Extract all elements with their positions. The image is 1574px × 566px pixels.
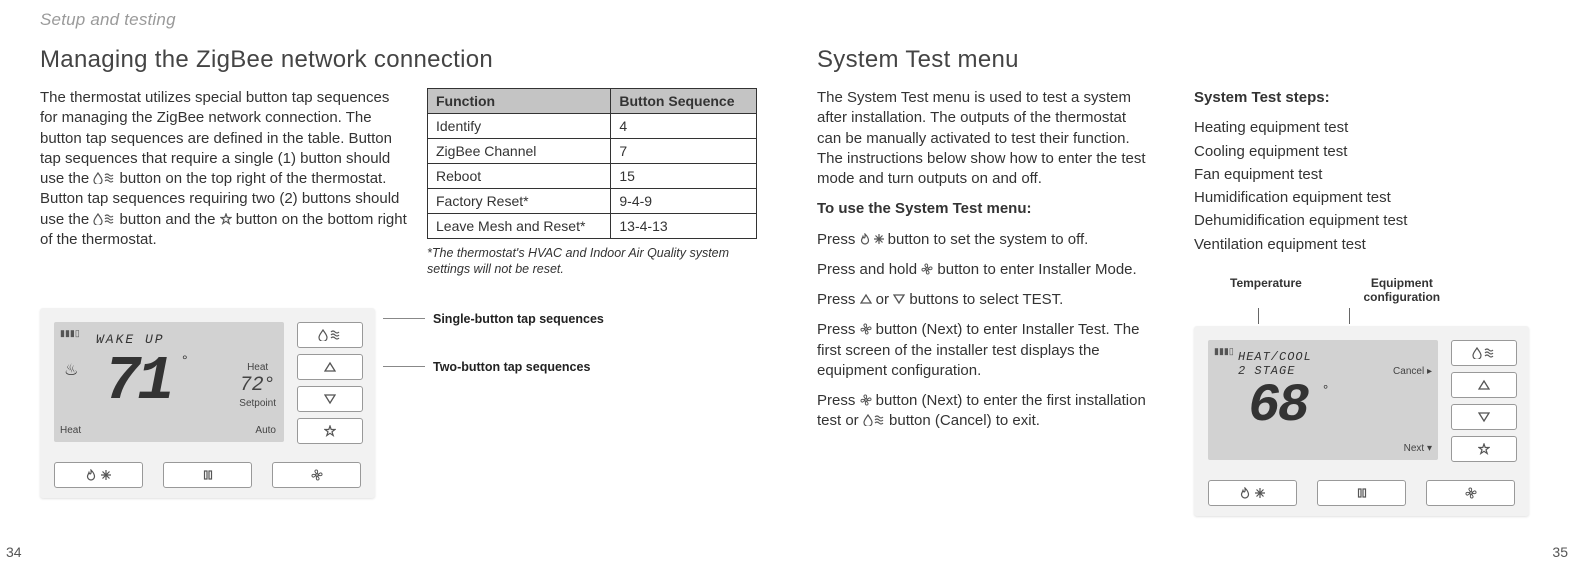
callout-single: Single-button tap sequences [433, 312, 604, 326]
drop-humid-button[interactable] [1451, 340, 1517, 366]
signal-icon: ▮▮▮▯ [60, 328, 80, 339]
use-heading: To use the System Test menu: [817, 199, 1154, 219]
flame-snow-icon [860, 233, 884, 245]
table-footnote: *The thermostat's HVAC and Indoor Air Qu… [427, 245, 757, 278]
anno-temperature: Temperature [1230, 276, 1302, 304]
star-button[interactable] [1451, 436, 1517, 462]
screen-mode-text: HEAT/COOL [1238, 350, 1312, 364]
up-button[interactable] [297, 354, 363, 380]
page-number-left: 34 [6, 544, 22, 560]
auto-label: Auto [255, 425, 276, 436]
triangle-up-icon [860, 293, 872, 305]
signal-icon: ▮▮▮▯ [1214, 346, 1234, 357]
table-row: Leave Mesh and Reset*13-4-13 [428, 214, 757, 239]
degree-icon: ° [182, 352, 188, 368]
flame-icon: ♨ [64, 360, 78, 380]
system-intro: The System Test menu is used to test a s… [817, 88, 1154, 189]
step-4: Press button (Next) to enter Installer T… [817, 320, 1154, 381]
step-5: Press button (Next) to enter the first i… [817, 391, 1154, 432]
step-2: Press and hold button to enter Installer… [817, 260, 1154, 280]
next-label: Next ▾ [1404, 443, 1432, 454]
flame-snow-button[interactable] [1208, 480, 1297, 506]
zigbee-section: Managing the ZigBee network connection T… [40, 46, 757, 516]
list-item: Cooling equipment test [1194, 142, 1534, 162]
zigbee-body: The thermostat utilizes special button t… [40, 88, 409, 250]
anno-equipment: Equipment configuration [1352, 276, 1452, 304]
list-item: Humidification equipment test [1194, 188, 1534, 208]
fan-icon [921, 263, 933, 275]
fan-button[interactable] [272, 462, 361, 488]
breadcrumb: Setup and testing [40, 10, 1534, 30]
drop-humid-icon [93, 172, 115, 184]
list-item: Heating equipment test [1194, 118, 1534, 138]
up-button[interactable] [1451, 372, 1517, 398]
system-heading: System Test menu [817, 46, 1534, 74]
table-row: Factory Reset*9-4-9 [428, 189, 757, 214]
drop-humid-icon [93, 213, 115, 225]
star-icon [220, 213, 232, 225]
table-row: ZigBee Channel7 [428, 139, 757, 164]
system-test-section: System Test menu The System Test menu is… [817, 46, 1534, 516]
step-3: Press or buttons to select TEST. [817, 290, 1154, 310]
list-item: Ventilation equipment test [1194, 235, 1534, 255]
screen-temp: 71 [104, 346, 170, 417]
callout-two: Two-button tap sequences [433, 360, 590, 374]
thermostat-diagram-2: ▮▮▮▯ HEAT/COOL 2 STAGE 68 ° Cancel ▸ Nex… [1194, 326, 1529, 516]
drop-humid-icon [863, 414, 885, 426]
screen-temp-2: 68 [1248, 376, 1307, 437]
pause-button[interactable] [1317, 480, 1406, 506]
cancel-label: Cancel ▸ [1393, 366, 1432, 377]
page-number-right: 35 [1552, 544, 1568, 560]
triangle-down-icon [893, 293, 905, 305]
thermostat-diagram: ▮▮▮▯ WAKE UP ♨ 71 ° Heat Heat 72° Setpoi… [40, 308, 375, 498]
heat-label: Heat [60, 425, 81, 436]
table-row: Identify4 [428, 114, 757, 139]
zigbee-heading: Managing the ZigBee network connection [40, 46, 757, 74]
list-item: Fan equipment test [1194, 165, 1534, 185]
function-table: Function Button Sequence Identify4 ZigBe… [427, 88, 757, 239]
steps-heading: System Test steps: [1194, 88, 1534, 108]
flame-snow-button[interactable] [54, 462, 143, 488]
list-item: Dehumidification equipment test [1194, 211, 1534, 231]
th-sequence: Button Sequence [611, 89, 757, 114]
fan-icon [860, 323, 872, 335]
star-button[interactable] [297, 418, 363, 444]
down-button[interactable] [1451, 404, 1517, 430]
steps-list: Heating equipment test Cooling equipment… [1194, 118, 1534, 255]
step-1: Press button to set the system to off. [817, 230, 1154, 250]
pause-button[interactable] [163, 462, 252, 488]
down-button[interactable] [297, 386, 363, 412]
fan-button[interactable] [1426, 480, 1515, 506]
drop-humid-button[interactable] [297, 322, 363, 348]
setpoint: Heat 72° Setpoint [239, 362, 276, 410]
screen-mode: WAKE UP [96, 332, 165, 347]
table-row: Reboot15 [428, 164, 757, 189]
degree-icon: ° [1323, 382, 1328, 397]
fan-icon [860, 394, 872, 406]
th-function: Function [428, 89, 611, 114]
